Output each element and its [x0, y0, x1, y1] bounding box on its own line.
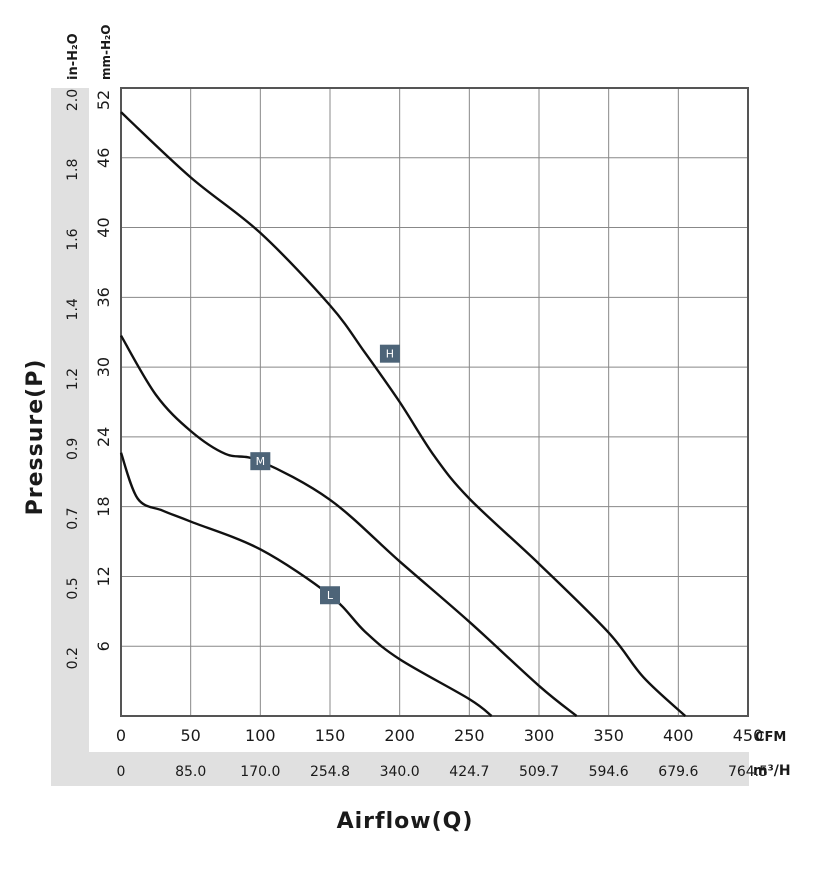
- y-unit-outer: in-H₂O: [66, 33, 81, 80]
- y-tick-label-in: 0.7: [65, 508, 81, 530]
- y-axis-title: Pressure(P): [23, 359, 48, 516]
- curve-m: [119, 334, 578, 717]
- x-unit-secondary: m³/H: [753, 763, 791, 779]
- x-tick-label-secondary: 85.0: [175, 764, 206, 780]
- y-tick-label-mm: 46: [94, 148, 113, 168]
- marker-m: [250, 452, 271, 471]
- y-axis-ticks-in: 0.2 0.5 0.7 0.9 1.2 1.4 1.6 1.8 2.0: [65, 89, 81, 669]
- x-tick-label-secondary: 254.8: [310, 764, 350, 780]
- x-axis-ticks-m3h: 0 85.0 170.0 254.8 340.0 424.7 509.7 594.6 679.6…: [117, 764, 769, 780]
- y-axis-ticks-mm: 6 12 18 24 30 36 40 46 52: [94, 90, 113, 651]
- y-tick-label-mm: 18: [94, 496, 113, 516]
- y-tick-label-mm: 6: [94, 641, 113, 651]
- x-tick-label: 50: [180, 726, 200, 745]
- marker-label-h: H: [386, 348, 394, 361]
- curve-l: [119, 452, 493, 717]
- marker-label-m: M: [256, 455, 266, 468]
- y-tick-label-in: 2.0: [65, 89, 81, 111]
- x-tick-label: 100: [245, 726, 276, 745]
- marker-label-l: L: [327, 589, 334, 602]
- grid: [121, 88, 748, 716]
- y-tick-label-in: 1.4: [65, 298, 81, 320]
- y-tick-label-in: 1.6: [65, 228, 81, 250]
- x-tick-label-secondary: 0: [117, 764, 126, 780]
- y-axis-outer-band: [51, 88, 89, 786]
- y-tick-label-mm: 52: [94, 90, 113, 110]
- y-tick-label-in: 1.8: [65, 159, 81, 181]
- plot-frame: [120, 87, 749, 717]
- y-tick-label-mm: 30: [94, 357, 113, 377]
- x-tick-label: 150: [315, 726, 346, 745]
- y-unit-inner: mm-H₂O: [99, 25, 113, 81]
- y-tick-label-mm: 36: [94, 287, 113, 307]
- x-axis-secondary-band: [51, 752, 749, 786]
- x-tick-label: 350: [593, 726, 624, 745]
- marker-h: [379, 344, 400, 363]
- y-tick-label-mm: 24: [94, 427, 113, 447]
- x-tick-label-secondary: 679.6: [658, 764, 698, 780]
- series-group: H M L: [119, 111, 687, 717]
- curve-h: [120, 111, 687, 717]
- x-tick-label-secondary: 509.7: [519, 764, 559, 780]
- x-tick-label-secondary: 594.6: [589, 764, 629, 780]
- x-tick-label-secondary: 764.5: [728, 764, 768, 780]
- x-tick-label: 450: [733, 726, 764, 745]
- x-tick-label: 200: [384, 726, 415, 745]
- x-tick-label: 250: [454, 726, 485, 745]
- x-tick-label-secondary: 340.0: [380, 764, 420, 780]
- x-axis-ticks-cfm: 0 50 100 150 200 250 300 350 400 450: [116, 726, 763, 745]
- x-tick-label-secondary: 424.7: [449, 764, 489, 780]
- y-tick-label-in: 0.9: [65, 438, 81, 460]
- x-tick-label: 0: [116, 726, 126, 745]
- y-tick-label-in: 0.5: [65, 577, 81, 599]
- y-tick-label-in: 1.2: [65, 368, 81, 390]
- y-tick-label-in: 0.2: [65, 647, 81, 669]
- x-tick-label: 400: [663, 726, 694, 745]
- marker-l: [320, 586, 340, 605]
- y-tick-label-mm: 40: [94, 217, 113, 237]
- x-tick-label: 300: [524, 726, 555, 745]
- y-tick-label-mm: 12: [94, 566, 113, 586]
- x-axis-title: Airflow(Q): [337, 809, 474, 834]
- x-tick-label-secondary: 170.0: [240, 764, 280, 780]
- x-unit-primary: CFM: [755, 730, 786, 745]
